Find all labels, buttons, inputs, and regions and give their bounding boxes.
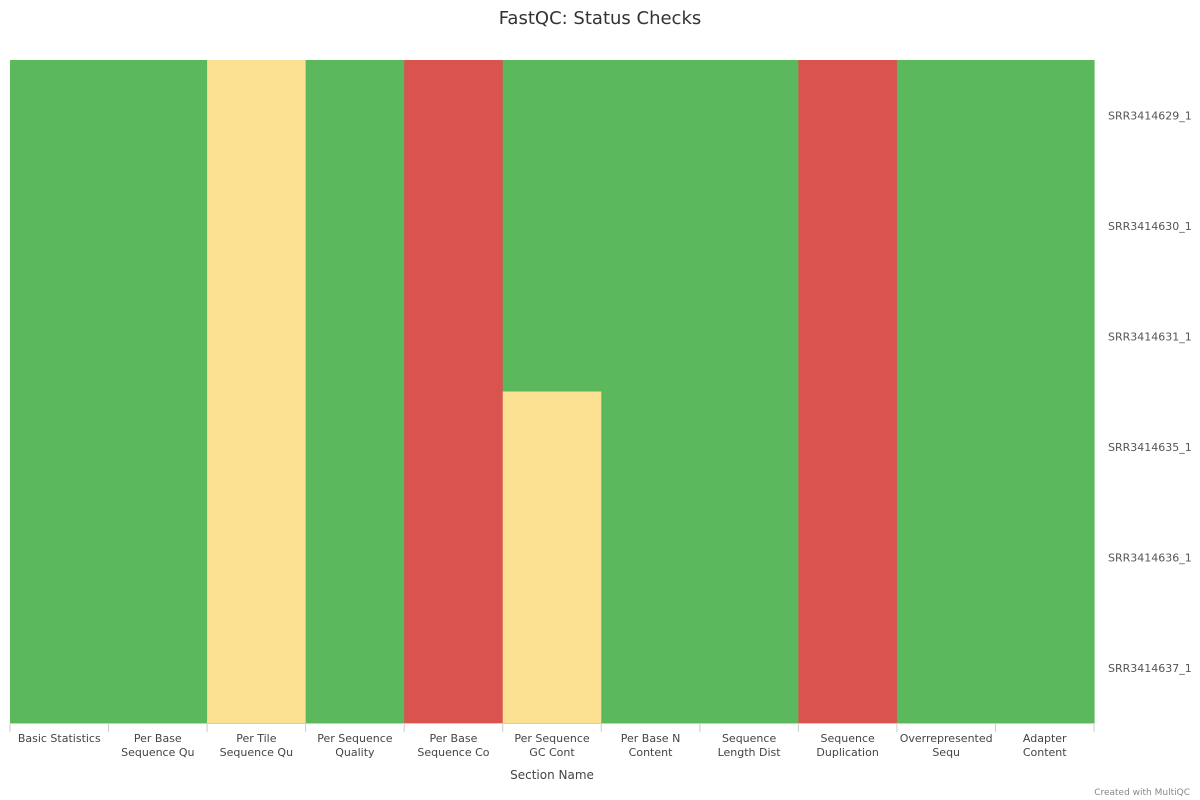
heatmap-cell[interactable] — [305, 170, 405, 282]
heatmap-cell[interactable] — [699, 170, 799, 282]
heatmap-cell[interactable] — [896, 612, 997, 724]
heatmap-cell[interactable] — [404, 612, 504, 724]
heatmap-cell[interactable] — [207, 281, 307, 393]
heatmap-cell[interactable] — [601, 502, 701, 614]
heatmap-cell[interactable] — [207, 170, 307, 282]
heatmap-cell[interactable] — [502, 281, 602, 393]
x-tick-label: Adapter Content — [1023, 732, 1067, 759]
heatmap-cell[interactable] — [404, 60, 504, 172]
y-axis: SRR3414629_1 SRR3414630_1 SRR3414631_1 SRR3… — [1108, 109, 1192, 675]
y-tick-label: SRR3414629_1 — [1108, 109, 1192, 122]
heatmap-cell[interactable] — [601, 60, 701, 172]
heatmap-cell[interactable] — [10, 60, 110, 172]
heatmap-cell[interactable] — [798, 281, 898, 393]
heatmap-cell[interactable] — [601, 612, 701, 724]
chart-title: FastQC: Status Checks — [499, 8, 702, 29]
heatmap-cell[interactable] — [404, 391, 504, 503]
heatmap-cell[interactable] — [699, 502, 799, 614]
heatmap-cell[interactable] — [995, 281, 1095, 393]
heatmap-cell[interactable] — [896, 281, 997, 393]
x-tick-label: Per Sequence GC Cont — [514, 732, 590, 759]
x-axis-label: Section Name — [510, 768, 594, 782]
heatmap-cell[interactable] — [699, 60, 799, 172]
credit-text: Created with MultiQC — [1094, 788, 1190, 798]
heatmap-cell[interactable] — [502, 60, 602, 172]
heatmap-cell[interactable] — [601, 281, 701, 393]
heatmap-cell[interactable] — [305, 612, 405, 724]
y-tick-label: SRR3414637_1 — [1108, 662, 1192, 675]
heatmap-cell[interactable] — [10, 612, 110, 724]
y-tick-label: SRR3414630_1 — [1108, 220, 1192, 233]
heatmap-cell[interactable] — [601, 170, 701, 282]
heatmap-cell[interactable] — [108, 391, 208, 503]
heatmap-cell[interactable] — [108, 612, 208, 724]
x-tick-label: Per Base N Content — [621, 732, 681, 759]
heatmap-cell[interactable] — [798, 502, 898, 614]
heatmap-cell[interactable] — [404, 170, 504, 282]
heatmap-cell[interactable] — [502, 502, 602, 614]
heatmap-cell[interactable] — [404, 502, 504, 614]
heatmap-cells — [10, 60, 1095, 724]
heatmap-cell[interactable] — [207, 502, 307, 614]
x-tick-label: Per Tile Sequence Qu — [220, 732, 293, 759]
heatmap-cell[interactable] — [108, 60, 208, 172]
x-tick-label: Sequence Length Dist — [718, 732, 782, 759]
y-tick-label: SRR3414635_1 — [1108, 441, 1192, 454]
heatmap-cell[interactable] — [995, 612, 1095, 724]
heatmap-cell[interactable] — [305, 281, 405, 393]
heatmap-cell[interactable] — [699, 612, 799, 724]
y-tick-label: SRR3414636_1 — [1108, 551, 1192, 564]
heatmap-cell[interactable] — [699, 391, 799, 503]
heatmap-cell[interactable] — [995, 170, 1095, 282]
heatmap-cell[interactable] — [502, 170, 602, 282]
heatmap-cell[interactable] — [108, 502, 208, 614]
heatmap-cell[interactable] — [108, 170, 208, 282]
x-tick-label: Sequence Duplication — [816, 732, 878, 759]
heatmap-cell[interactable] — [798, 170, 898, 282]
heatmap-cell[interactable] — [798, 60, 898, 172]
heatmap-cell[interactable] — [699, 281, 799, 393]
heatmap-cell[interactable] — [404, 281, 504, 393]
x-tick-label: Per Base Sequence Qu — [121, 732, 194, 759]
heatmap-cell[interactable] — [207, 391, 307, 503]
heatmap-cell[interactable] — [896, 60, 997, 172]
heatmap-cell[interactable] — [10, 502, 110, 614]
heatmap-cell[interactable] — [10, 170, 110, 282]
heatmap-cell[interactable] — [305, 60, 405, 172]
heatmap-cell[interactable] — [601, 391, 701, 503]
heatmap-cell[interactable] — [995, 502, 1095, 614]
y-tick-label: SRR3414631_1 — [1108, 330, 1192, 343]
x-tick-label: Per Base Sequence Co — [417, 732, 489, 759]
heatmap-cell[interactable] — [798, 612, 898, 724]
heatmap-cell[interactable] — [995, 60, 1095, 172]
heatmap-cell[interactable] — [896, 502, 997, 614]
x-axis: Basic Statistics Per Base Sequence Qu Per T… — [9, 723, 1095, 759]
heatmap-cell[interactable] — [896, 170, 997, 282]
heatmap-cell[interactable] — [896, 391, 997, 503]
x-tick-label: Basic Statistics — [18, 732, 101, 745]
x-tick-label: Overrepresented Sequ — [900, 732, 993, 759]
heatmap-cell[interactable] — [207, 612, 307, 724]
heatmap-cell[interactable] — [502, 612, 602, 724]
heatmap-cell[interactable] — [10, 391, 110, 503]
x-tick-label: Per Sequence Quality — [317, 732, 393, 759]
heatmap-cell[interactable] — [207, 60, 307, 172]
heatmap-cell[interactable] — [502, 391, 602, 503]
heatmap-cell[interactable] — [108, 281, 208, 393]
heatmap-cell[interactable] — [798, 391, 898, 503]
heatmap-cell[interactable] — [305, 502, 405, 614]
heatmap-cell[interactable] — [995, 391, 1095, 503]
heatmap-cell[interactable] — [305, 391, 405, 503]
heatmap-cell[interactable] — [10, 281, 110, 393]
